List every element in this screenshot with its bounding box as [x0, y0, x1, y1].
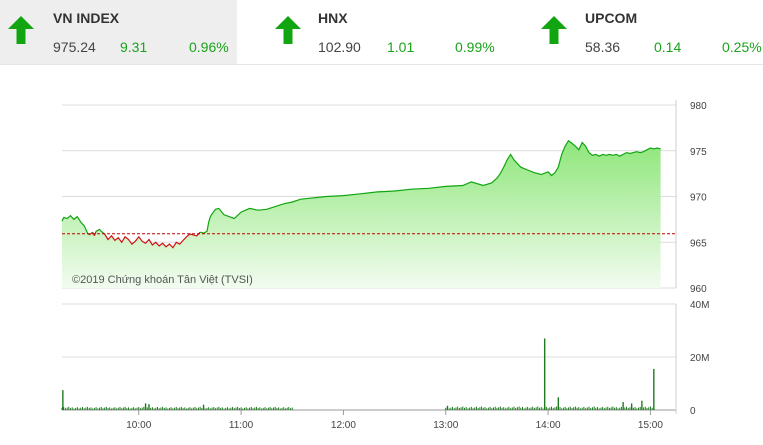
price-tick-label: 975: [690, 147, 707, 158]
price-tick-label: 960: [690, 284, 707, 295]
up-arrow-icon: [541, 16, 567, 44]
volume-tick-label: 40M: [690, 300, 709, 311]
price-tick-label: 980: [690, 101, 707, 112]
time-tick-label: 15:00: [638, 420, 663, 431]
price-line-above-ref: [200, 139, 661, 234]
time-tick-label: 10:00: [126, 420, 151, 431]
price-axis: 960 965 970 975 980: [690, 101, 707, 295]
up-arrow-icon: [275, 16, 301, 44]
index-change: 0.14: [654, 39, 682, 55]
price-tick-label: 970: [690, 193, 707, 204]
index-name: VN INDEX: [53, 10, 120, 26]
up-arrow-icon: [8, 16, 34, 44]
index-name: UPCOM: [585, 10, 638, 26]
price-line-below-ref: [93, 231, 97, 237]
time-tick-label: 12:00: [331, 420, 356, 431]
index-value: 58.36: [585, 39, 621, 55]
price-area: [61, 139, 676, 288]
index-panel-hnx[interactable]: HNX 102.90 1.01 0.99%: [267, 0, 507, 64]
index-percent: 0.25%: [722, 39, 762, 55]
index-value: 102.90: [318, 39, 361, 55]
volume-gridlines: [62, 303, 677, 414]
price-area-fill: [62, 140, 661, 288]
time-axis: 10:00 11:00 12:00 13:00 14:00 15:00: [126, 410, 663, 431]
price-line-below-ref: [104, 231, 201, 249]
index-percent: 0.96%: [189, 39, 229, 55]
volume-axis: 40M 20M 0: [690, 300, 709, 417]
price-line-below-ref: [88, 231, 94, 236]
price-line-above-ref: [61, 214, 90, 236]
index-value: 975.24: [53, 39, 96, 55]
price-tick-label: 965: [690, 238, 707, 249]
time-tick-label: 11:00: [229, 420, 254, 431]
price-line-above-ref: [95, 228, 105, 235]
chart-watermark: ©2019 Chứng khoán Tân Việt (TVSI): [72, 274, 253, 286]
volume-tick-label: 20M: [690, 353, 709, 364]
volume-tick-label: 0: [690, 406, 696, 417]
index-change: 9.31: [120, 39, 148, 55]
index-change: 1.01: [387, 39, 415, 55]
volume-bars: [61, 338, 655, 410]
index-panel-vnindex[interactable]: VN INDEX 975.24 9.31 0.96%: [0, 0, 237, 64]
index-summary-bar: VN INDEX 975.24 9.31 0.96% HNX 102.90 1.…: [0, 0, 763, 65]
index-panel-upcom[interactable]: UPCOM 58.36 0.14 0.25%: [533, 0, 763, 64]
time-tick-label: 13:00: [433, 420, 458, 431]
time-tick-label: 14:00: [536, 420, 561, 431]
index-name: HNX: [318, 10, 348, 26]
index-percent: 0.99%: [455, 39, 495, 55]
